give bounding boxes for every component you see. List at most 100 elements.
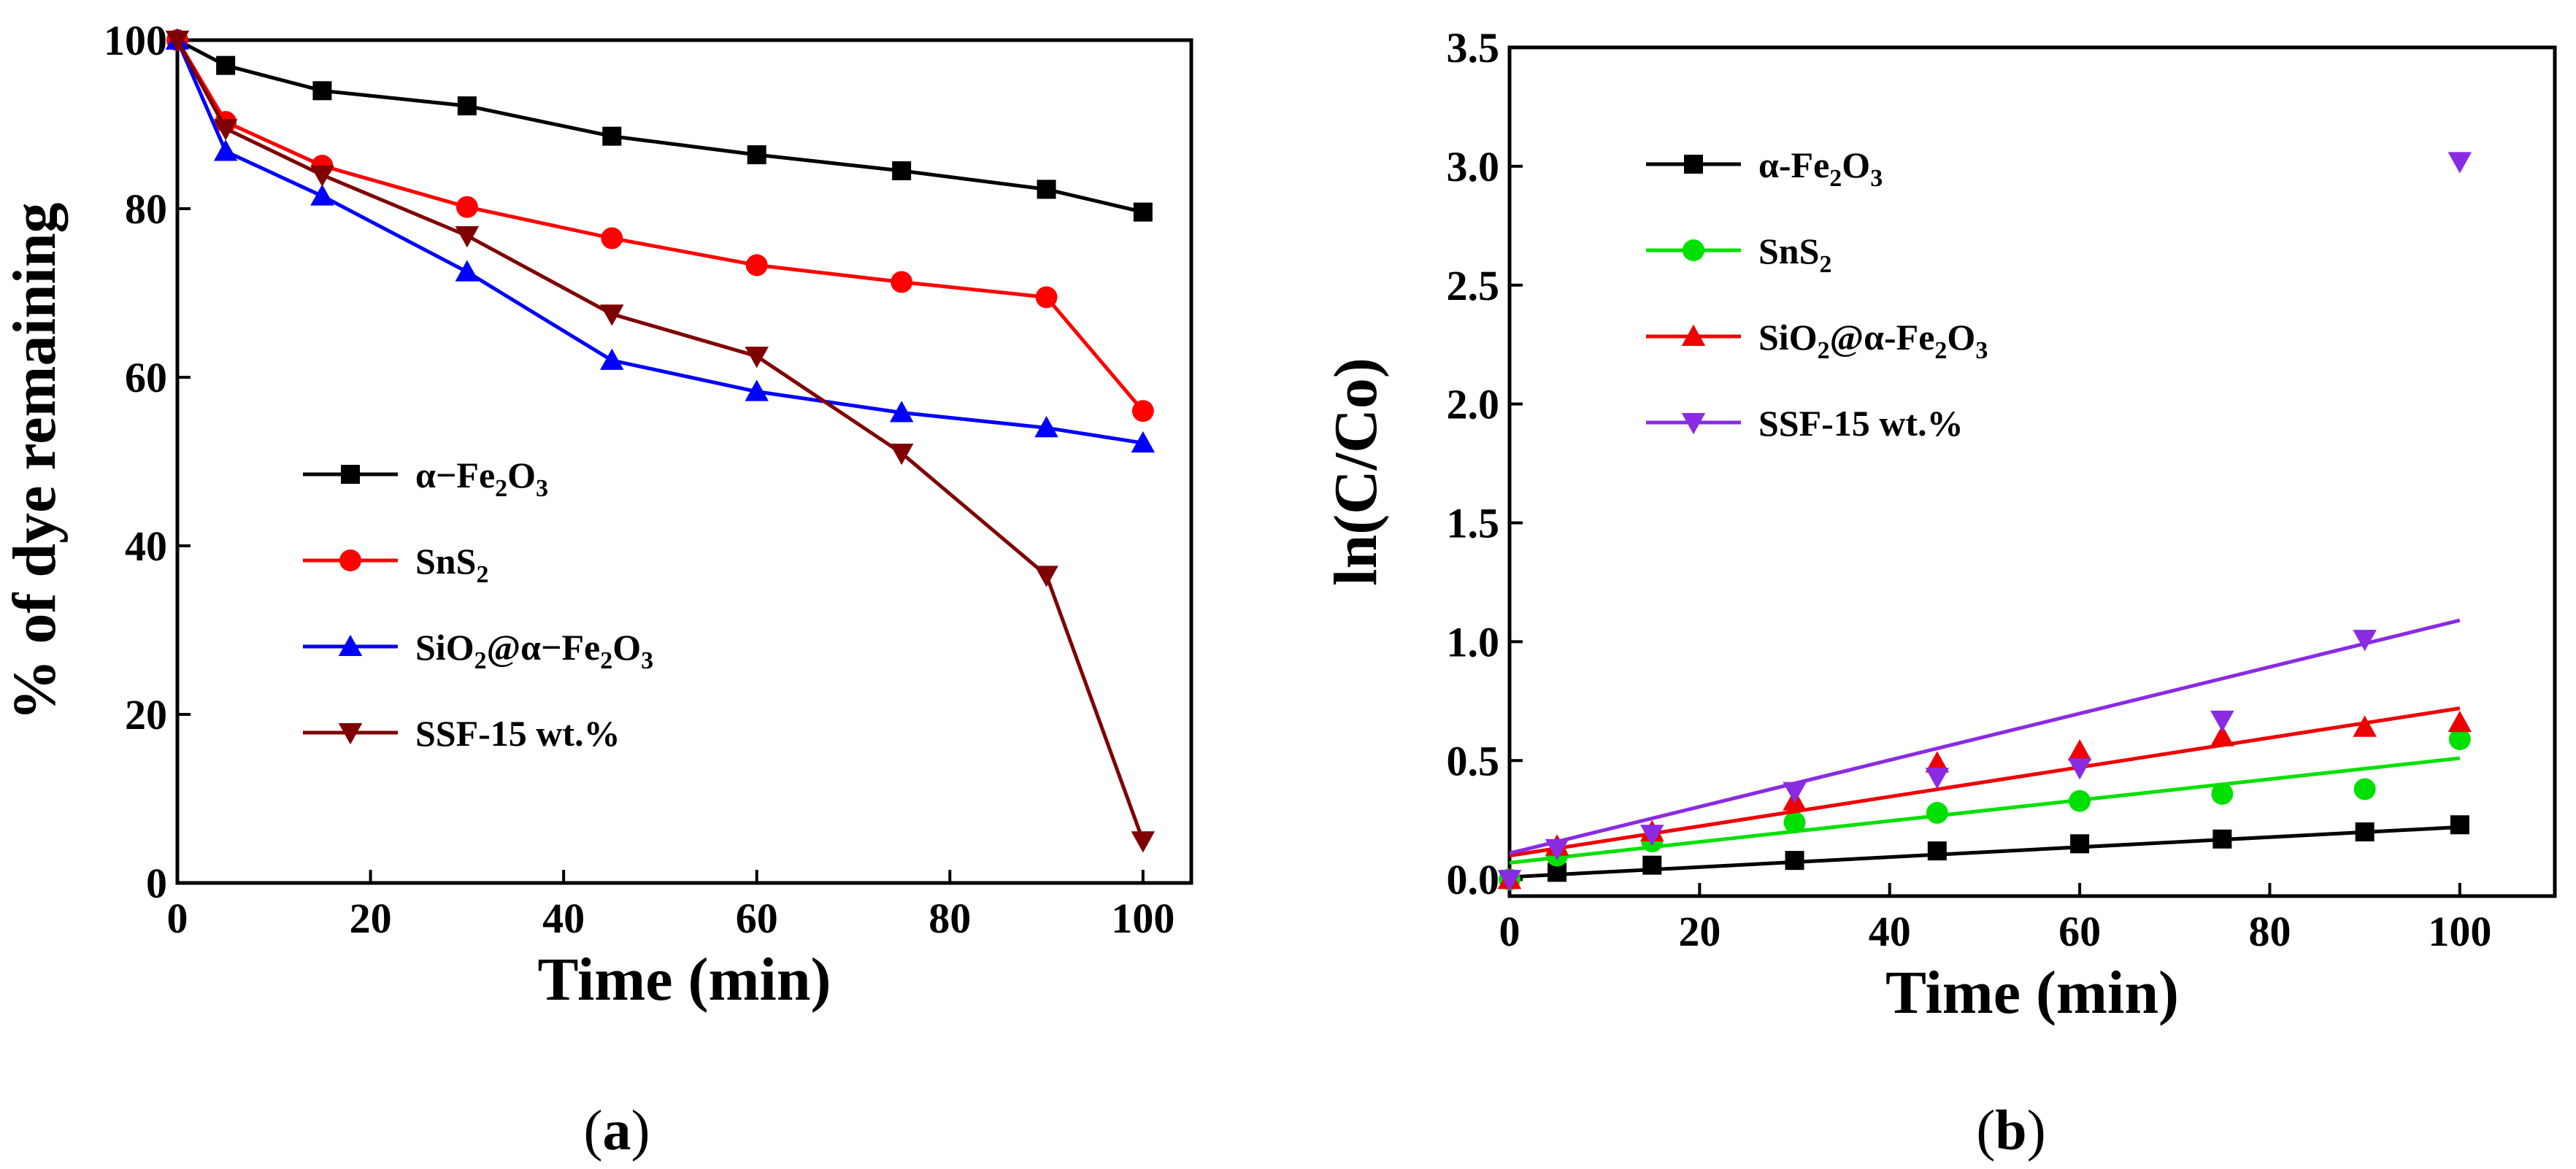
y-tick-label: 2.0 [1447,381,1500,428]
data-point [1131,831,1156,853]
x-axis-label: Time (min) [537,946,831,1014]
data-point [2211,782,2234,805]
data-point [2448,728,2471,750]
data-point [1133,202,1153,222]
legend-label: SiO2@α-Fe2O3 [1758,317,1988,364]
legend-label: SSF-15 wt.% [415,713,620,754]
data-point [455,225,480,248]
x-tick-label: 20 [1678,908,1720,955]
legend-label: SiO2@α−Fe2O3 [415,627,653,674]
data-point [310,184,334,206]
legend: α-Fe2O3 SnS2 SiO2@α-Fe2O3 SSF-15 wt.% [1646,144,1988,444]
data-point [1785,851,1804,871]
y-tick-label: 1.0 [1447,618,1500,665]
legend-marker [1681,413,1706,435]
data-point [1925,768,1950,790]
series-line [175,39,1144,445]
y-tick-label: 3.0 [1447,143,1500,190]
data-point [1783,782,1807,803]
y-tick-label: 3.5 [1447,24,1500,72]
data-point [1034,566,1058,587]
x-tick-label: 0 [1499,908,1520,955]
data-point [2353,778,2376,800]
x-tick-label: 80 [928,895,971,942]
data-point [2210,725,2234,746]
data-point [889,443,914,466]
x-tick-label: 0 [167,895,188,942]
legend-marker [338,634,363,656]
x-tick-label: 100 [2428,908,2491,955]
data-point [1037,180,1056,199]
x-tick-label: 80 [2248,908,2291,955]
data-point [2069,790,2091,812]
y-tick-label: 80 [125,185,167,233]
data-point [455,196,478,218]
y-tick-label: 1.5 [1447,500,1500,547]
data-point [892,161,912,181]
data-point [889,401,914,423]
y-tick-label: 0 [146,860,167,907]
fit-line [1509,756,2461,865]
data-point [1545,838,1569,861]
legend-marker [1683,239,1704,261]
legend-marker [1684,155,1703,174]
x-tick-label: 40 [542,895,585,942]
data-point [2353,630,2377,652]
chart-a: 0 20 40 60 80 100 0 20 40 60 80 100 Time (min) % of d… [1,17,1193,1162]
legend-label: α−Fe2O3 [415,455,548,502]
fit-line [1509,706,2461,858]
panel-label: (a) [584,1098,650,1162]
legend-marker [341,465,360,484]
series-2 [165,28,1156,453]
series-3 [1497,152,2472,892]
data-point [1925,751,1950,773]
data-point [165,31,190,53]
data-point [745,379,769,401]
x-tick-label: 60 [736,895,778,942]
data-point [745,347,769,369]
data-point [601,227,623,250]
data-point [2210,710,2234,733]
x-tick-label: 40 [1869,908,1911,955]
y-tick-label: 100 [104,17,167,64]
legend-marker [1681,324,1706,346]
data-point [216,55,236,75]
data-point [2448,152,2472,174]
x-tick-label: 100 [1111,895,1174,942]
fit-line [1509,825,2460,879]
legend-marker [339,549,361,571]
plot-frame [175,38,1193,885]
legend-label: α-Fe2O3 [1758,144,1883,192]
data-point [2450,815,2469,835]
y-axis-label: ln(C/Co) [1322,358,1390,586]
data-point [1131,431,1156,453]
data-point [1640,825,1664,846]
data-point [2355,822,2375,842]
data-point [2067,739,2092,761]
panel-label: (b) [1976,1098,2045,1162]
y-tick-label: 2.5 [1447,262,1500,309]
data-point [310,165,334,188]
data-point [213,139,238,161]
y-tick-label: 20 [125,691,167,738]
y-tick-label: 40 [125,522,167,570]
data-point [2448,710,2472,733]
data-point [2353,715,2377,737]
data-point [1034,416,1058,438]
data-point [2212,829,2232,849]
data-point [1497,870,1522,892]
chart-b: 0 20 40 60 80 100 0.0 0.5 1.0 1.5 2.0 2.5 3.0 3.5 Time… [1322,24,2557,1162]
data-point [1783,811,1806,833]
data-point [747,145,766,165]
x-axis-label: Time (min) [1885,959,2179,1027]
data-point [213,119,238,141]
legend: α−Fe2O3 SnS2 SiO2@α−Fe2O3 SSF-15 wt.% [303,455,653,754]
fit-line [1509,618,2461,855]
data-point [600,304,624,326]
legend-label: SnS2 [415,541,488,588]
series-3 [165,31,1156,853]
legend-label: SnS2 [1758,231,1831,278]
plot-frame [1507,45,2557,898]
data-point [1926,802,1948,824]
